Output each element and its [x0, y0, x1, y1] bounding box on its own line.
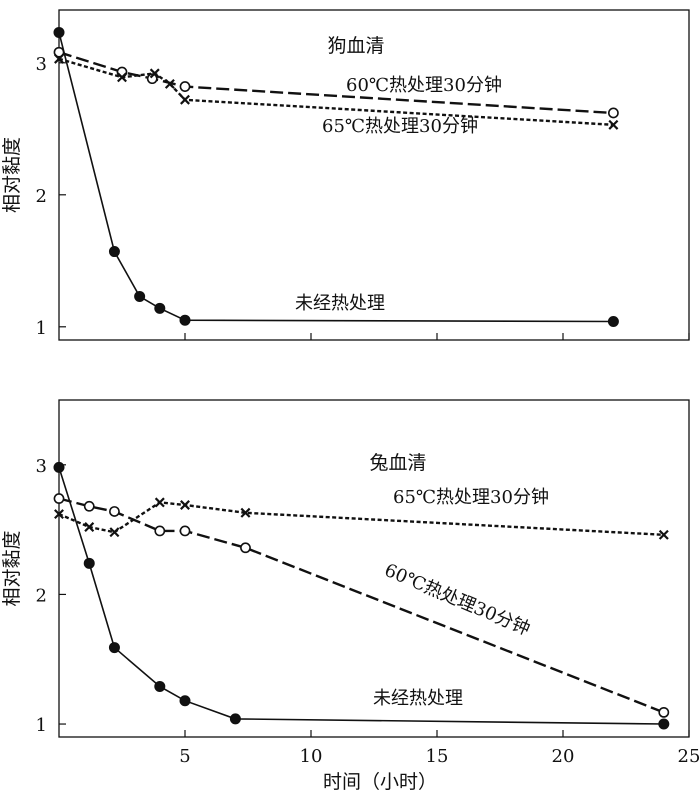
data-point [240, 507, 251, 518]
series-line [58, 51, 614, 115]
data-point [658, 718, 670, 730]
y-tick-label: 3 [36, 54, 47, 75]
series-label: 未经热处理 [373, 688, 463, 709]
data-point [608, 119, 619, 130]
data-point [83, 500, 95, 512]
series-label: 未经热处理 [295, 293, 385, 314]
data-point [54, 53, 64, 64]
x-tick-label: 10 [300, 746, 323, 767]
data-point [108, 246, 120, 258]
data-point [154, 497, 165, 508]
data-point [84, 522, 95, 533]
data-point [154, 680, 166, 692]
data-point [179, 81, 191, 92]
data-point [180, 500, 190, 510]
y-axis-label: 相对黏度 [1, 137, 23, 213]
data-point [180, 94, 190, 105]
plot-frame [58, 399, 690, 738]
series-1: 未经热处理 [53, 26, 619, 328]
data-point [179, 314, 191, 326]
x-tick-label: 5 [179, 746, 190, 767]
data-point [53, 46, 65, 58]
data-point [658, 529, 669, 540]
series-line [58, 467, 664, 725]
chart-title: 狗血清 [327, 35, 384, 57]
data-point [229, 713, 241, 725]
data-point [240, 542, 251, 554]
series-label: 60℃热处理30分钟 [381, 560, 533, 640]
chart-title: 兔血清 [369, 452, 426, 474]
x-tick-label: 20 [552, 746, 575, 767]
series-line [58, 501, 664, 536]
series-3: 65℃热处理30分钟 [54, 487, 669, 540]
data-point [179, 695, 191, 707]
data-point [109, 506, 120, 517]
data-point [658, 706, 670, 718]
x-tick-label: 25 [678, 746, 700, 767]
series-label: 65℃热处理30分钟 [393, 487, 549, 508]
data-point [179, 525, 191, 537]
series-line [58, 57, 614, 126]
series-line [58, 32, 614, 323]
data-point [109, 527, 120, 538]
y-tick-label: 1 [36, 318, 47, 339]
data-point [607, 316, 619, 328]
series-label: 65℃热处理30分钟 [322, 116, 478, 137]
x-tick-label: 15 [426, 746, 449, 767]
data-point [83, 557, 95, 569]
data-point [164, 78, 175, 89]
data-point [108, 642, 120, 654]
data-point [154, 302, 166, 314]
y-tick-label: 2 [36, 585, 47, 606]
y-tick-label: 3 [36, 456, 47, 477]
series-label: 60℃热处理30分钟 [346, 75, 502, 96]
data-point [54, 509, 64, 520]
data-point [53, 493, 65, 504]
data-point [53, 461, 65, 473]
data-point [154, 525, 166, 537]
data-point [608, 107, 619, 119]
y-tick-label: 1 [36, 715, 47, 736]
data-point [117, 72, 127, 83]
y-tick-label: 2 [36, 186, 47, 207]
data-point [146, 73, 158, 85]
data-point [149, 68, 160, 79]
x-axis-label: 时间（小时） [323, 771, 437, 793]
series-3: 65℃热处理30分钟 [54, 53, 619, 137]
series-2: 60℃热处理30分钟 [53, 493, 670, 718]
plot-frame [58, 9, 690, 341]
series-2: 60℃热处理30分钟 [53, 46, 619, 119]
data-point [53, 26, 65, 38]
series-1: 未经热处理 [53, 461, 670, 730]
y-axis-label: 相对黏度 [1, 530, 23, 606]
data-point [134, 290, 146, 302]
